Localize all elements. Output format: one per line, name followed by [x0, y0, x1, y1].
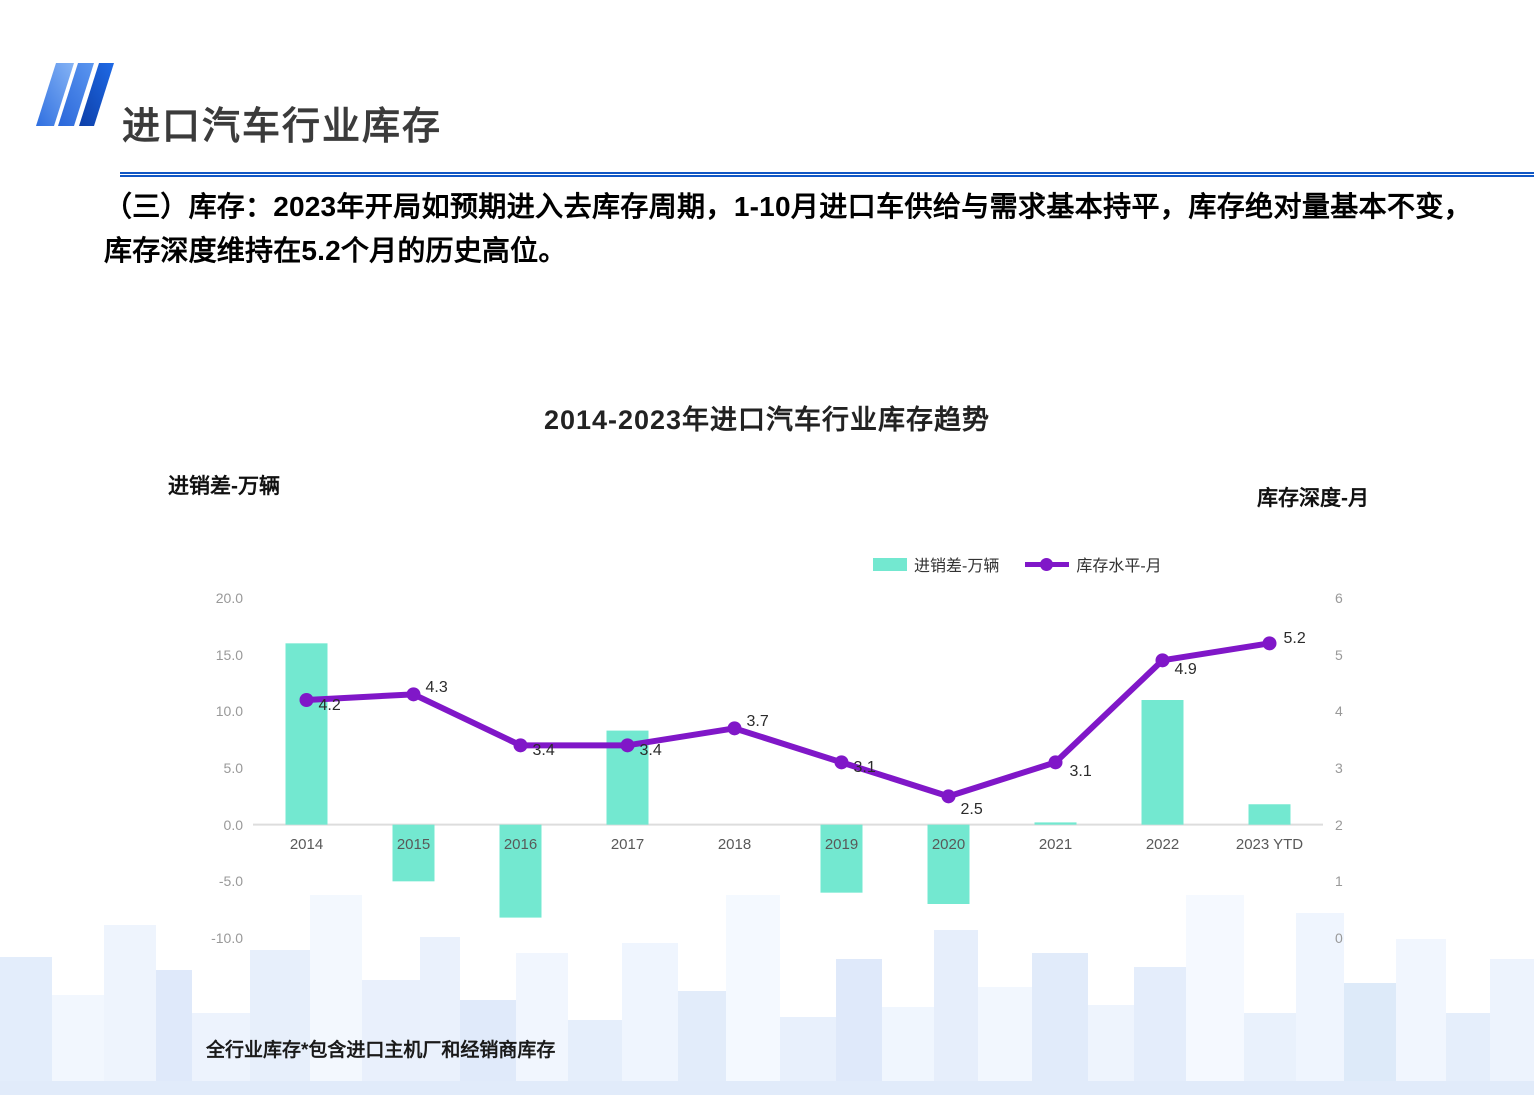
right-axis-tick-label: 5 [1335, 646, 1343, 663]
x-axis-tick-label: 2015 [396, 836, 431, 853]
lead-body: 2023年开局如预期进入去库存周期，1-10月进口车供给与需求基本持平，库存绝对… [104, 191, 1472, 267]
background-skyline-decoration [0, 895, 1534, 1095]
left-axis-tick-label: -10.0 [211, 930, 243, 946]
data-label: 4.9 [1174, 661, 1197, 679]
chart-legend: 进销差-万辆 库存水平-月 [873, 552, 1162, 576]
chart-plot-area: 20.0 15.0 10.0 5.0 0.0 -5.0 -10.0 6 5 4 3 2 1 0 4.2 4… [211, 590, 1343, 946]
data-label: 5.2 [1283, 630, 1306, 648]
left-axis-tick-label: 20.0 [215, 590, 243, 606]
data-label: 3.4 [532, 742, 555, 760]
legend-bar-swatch-icon [873, 557, 907, 571]
data-label: 3.1 [853, 759, 876, 777]
lead-prefix: （三）库存： [104, 191, 274, 222]
legend-line-swatch-icon [1025, 557, 1070, 571]
x-axis-tick-label: 2016 [503, 836, 538, 853]
x-axis-tick-label: 2018 [717, 836, 752, 853]
right-axis-tick-label: 4 [1335, 703, 1343, 720]
legend-label-line: 库存水平-月 [1076, 558, 1162, 575]
page-header: 进口汽车行业库存 [0, 48, 1534, 177]
right-axis-tick-label: 0 [1335, 930, 1343, 946]
blue-slashes-logo-icon [36, 63, 114, 126]
x-axis-tick-label: 2020 [931, 836, 966, 853]
right-y-axis-ticks: 6 5 4 3 2 1 0 [1335, 590, 1375, 946]
left-axis-title: 进销差-万辆 [168, 475, 280, 498]
left-axis-tick-label: -5.0 [218, 873, 243, 890]
x-axis-tick-label: 2019 [824, 836, 859, 853]
x-axis-tick-label: 2014 [289, 836, 324, 853]
chart-canvas [253, 636, 1323, 918]
left-y-axis-ticks: 20.0 15.0 10.0 5.0 0.0 -5.0 -10.0 [181, 590, 243, 946]
legend-item-bar: 进销差-万辆 [873, 552, 999, 576]
chart-footnote: 全行业库存*包含进口主机厂和经销商库存 [206, 1040, 556, 1061]
header-divider [120, 172, 1534, 177]
legend-item-line: 库存水平-月 [1025, 552, 1162, 576]
data-label: 4.2 [318, 697, 341, 714]
left-axis-tick-label: 10.0 [215, 703, 243, 720]
lead-paragraph: （三）库存：2023年开局如预期进入去库存周期，1-10月进口车供给与需求基本持… [104, 185, 1472, 273]
x-axis-tick-label: 2023 YTD [1235, 836, 1304, 853]
right-axis-tick-label: 1 [1335, 873, 1343, 890]
data-label: 2.5 [960, 801, 983, 819]
data-label: 3.1 [1069, 763, 1092, 781]
data-label: 4.3 [425, 679, 448, 697]
chart-title: 2014-2023年进口汽车行业库存趋势 [543, 405, 991, 435]
data-label: 3.4 [639, 742, 662, 760]
right-axis-tick-label: 3 [1335, 760, 1343, 776]
left-axis-tick-label: 15.0 [215, 646, 243, 663]
x-axis-tick-label: 2017 [610, 836, 645, 853]
inventory-trend-chart: 2014-2023年进口汽车行业库存趋势 进销差-万辆 库存深度-月 进销差-万… [0, 330, 1534, 1050]
data-label: 3.7 [746, 713, 769, 731]
page-title: 进口汽车行业库存 [122, 106, 443, 148]
left-axis-tick-label: 0.0 [223, 816, 243, 833]
x-axis-tick-label: 2022 [1145, 836, 1180, 853]
right-axis-tick-label: 2 [1335, 816, 1343, 833]
legend-label-bar: 进销差-万辆 [914, 558, 1000, 575]
x-axis-tick-label: 2021 [1038, 836, 1073, 853]
right-axis-tick-label: 6 [1335, 590, 1343, 606]
right-axis-title: 库存深度-月 [1257, 487, 1369, 510]
left-axis-tick-label: 5.0 [223, 760, 243, 776]
